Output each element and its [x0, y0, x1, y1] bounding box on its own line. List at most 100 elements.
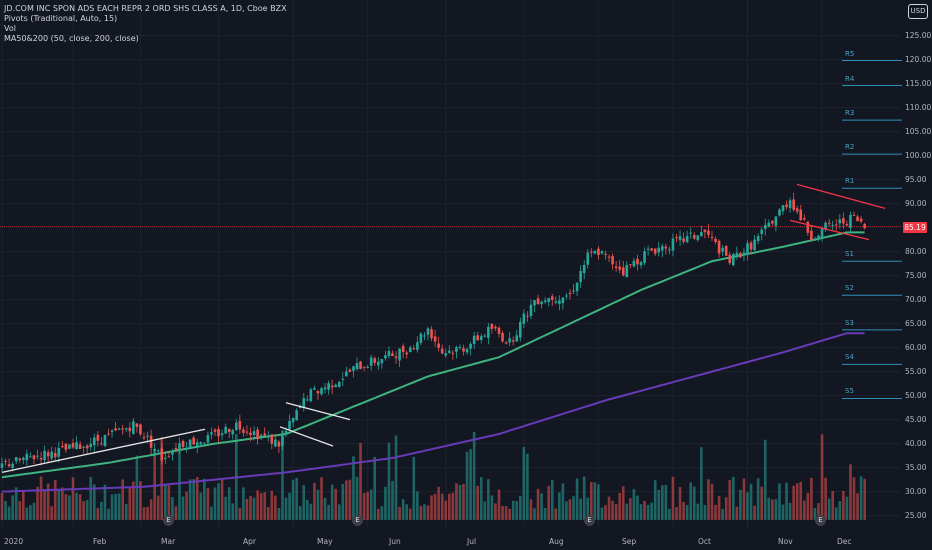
candle-body	[824, 222, 827, 230]
volume-bar	[462, 484, 465, 520]
volume-bar	[309, 503, 313, 520]
volume-bar	[607, 496, 611, 520]
volume-bar	[167, 485, 171, 520]
volume-bar	[710, 483, 714, 520]
volume-bar	[7, 506, 11, 520]
candle-body	[863, 224, 866, 229]
pivot-label-s5: S5	[845, 387, 854, 396]
volume-bar	[703, 505, 707, 520]
candle-body	[526, 315, 529, 317]
volume-bar	[483, 501, 487, 520]
candle-body	[597, 248, 600, 256]
volume-bar	[526, 453, 529, 520]
volume-bar	[352, 456, 355, 520]
price-tick-label: 120.00	[905, 54, 932, 64]
earnings-icon[interactable]: E	[163, 515, 174, 526]
candle-body	[653, 248, 657, 254]
volume-bar	[242, 487, 245, 520]
candle-body	[437, 343, 440, 348]
candle-body	[181, 440, 185, 447]
candle-body	[89, 443, 93, 448]
candle-body	[78, 444, 82, 449]
pivot-label-r4: R4	[845, 74, 855, 83]
candle-body	[494, 326, 497, 329]
candle-body	[771, 220, 774, 224]
candle-body	[774, 216, 778, 226]
candle-body	[174, 448, 178, 450]
earnings-icon[interactable]: E	[815, 515, 826, 526]
volume-bar	[270, 490, 274, 520]
volume-bar	[313, 482, 316, 520]
candle-body	[270, 434, 274, 444]
volume-bar	[590, 482, 593, 520]
volume-bar	[636, 495, 639, 520]
candle-body	[735, 252, 739, 256]
candle-body	[657, 247, 661, 253]
earnings-icon[interactable]: E	[584, 515, 595, 526]
volume-bar	[213, 487, 217, 520]
candle-body	[121, 428, 124, 430]
volume-bar	[327, 504, 330, 520]
candle-body	[813, 239, 817, 241]
volume-bar	[171, 497, 174, 520]
candle-body	[107, 433, 110, 435]
candle-body	[156, 450, 160, 452]
candle-body	[458, 346, 462, 348]
volume-bar	[100, 501, 103, 520]
candle-body	[639, 262, 643, 266]
volume-bar	[252, 497, 256, 520]
volume-bar	[323, 497, 327, 520]
volume-bar	[259, 493, 263, 520]
pivot-label-s1: S1	[845, 250, 854, 259]
volume-bar	[174, 506, 178, 520]
volume-bar	[806, 492, 810, 520]
candle-body	[714, 238, 717, 242]
volume-bar	[11, 495, 14, 520]
volume-bar	[440, 493, 444, 520]
candle-body	[621, 267, 625, 276]
volume-bar	[448, 493, 451, 520]
ma-indicator[interactable]: MA50&200 (50, close, 200, close)	[4, 34, 139, 43]
candle-body	[806, 221, 810, 233]
currency-button[interactable]: USD	[908, 4, 928, 19]
candle-body	[497, 327, 501, 334]
volume-bar	[657, 490, 661, 520]
ma200-line	[1, 332, 865, 493]
volume-indicator[interactable]: Vol	[4, 24, 16, 33]
volume-bar	[859, 476, 863, 520]
earnings-icon[interactable]: E	[352, 515, 363, 526]
candle-body	[859, 218, 863, 222]
volume-bar	[53, 479, 57, 520]
candle-body	[199, 442, 203, 445]
candle-body	[330, 385, 334, 388]
volume-bar	[625, 503, 629, 520]
candle-body	[820, 227, 824, 239]
candle-body	[792, 199, 795, 210]
volume-bar	[547, 486, 550, 520]
candle-body	[75, 442, 78, 450]
pivot-label-r1: R1	[845, 177, 855, 186]
volume-bar	[206, 488, 210, 520]
candle-body	[242, 429, 245, 433]
candle-body	[483, 335, 487, 337]
candle-body	[756, 236, 760, 242]
volume-bar	[387, 442, 391, 520]
candle-body	[625, 264, 629, 278]
volume-bar	[426, 505, 430, 520]
volume-bar	[533, 508, 536, 520]
volume-bar	[394, 435, 398, 520]
candle-body	[632, 260, 636, 267]
pivots-indicator[interactable]: Pivots (Traditional, Auto, 15)	[4, 14, 118, 23]
volume-bar	[227, 487, 231, 520]
symbol-title[interactable]: JD.COM INC SPON ADS EACH REPR 2 ORD SHS …	[4, 4, 287, 13]
volume-bar	[678, 487, 682, 520]
candle-body	[781, 205, 785, 212]
volume-bar	[746, 492, 749, 520]
candle-body	[160, 448, 164, 461]
price-tick-label: 125.00	[905, 30, 932, 40]
candle-body	[188, 439, 192, 448]
volume-bar	[472, 431, 476, 520]
volume-bar	[550, 479, 554, 520]
pivot-label-s2: S2	[845, 284, 854, 293]
